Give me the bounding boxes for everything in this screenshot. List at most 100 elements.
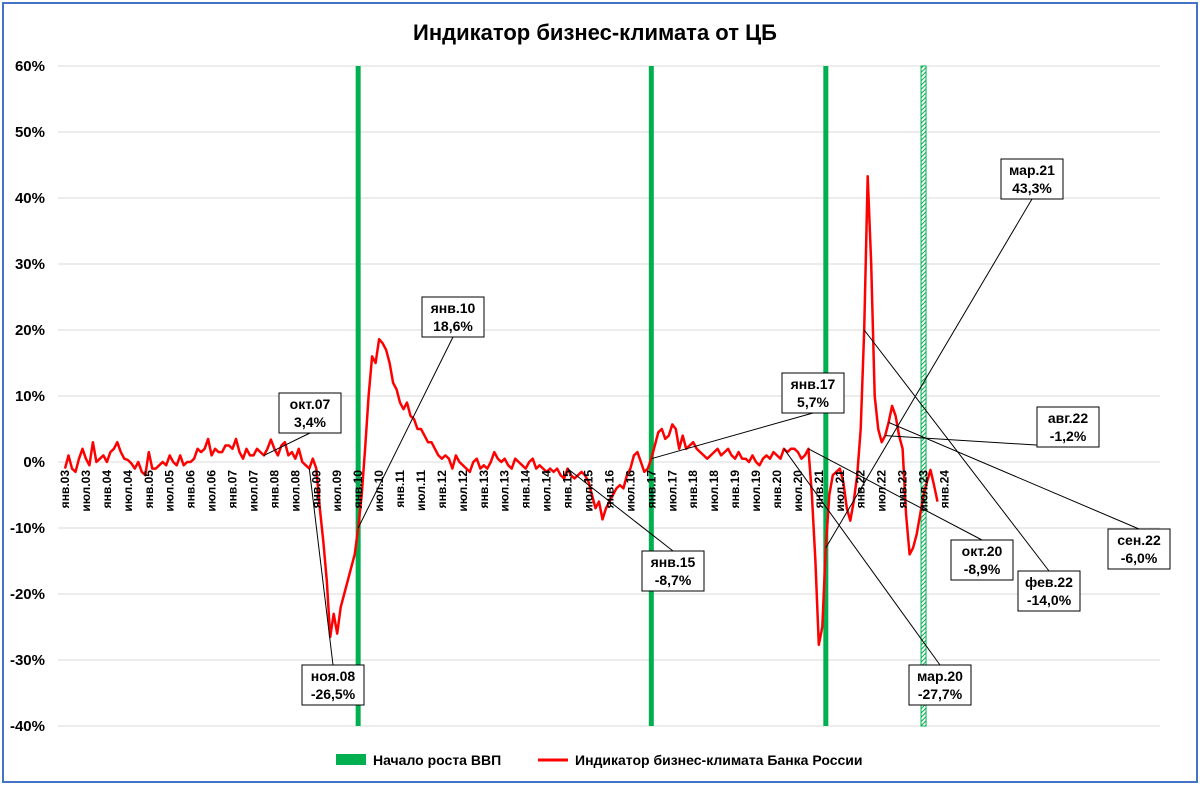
legend-label: Индикатор бизнес-климата Банка России: [575, 752, 863, 768]
callout-box: [1036, 406, 1100, 448]
callout-value: -6,0%: [1121, 550, 1158, 566]
x-tick-label: янв.14: [519, 470, 533, 509]
callout: янв.17 5,7%: [651, 372, 845, 460]
callout-date: сен.22: [1117, 532, 1161, 548]
callout: мар.20 -27,7%: [783, 448, 972, 706]
callout-leader: [567, 468, 674, 552]
x-tick-label: июл.06: [205, 470, 219, 512]
x-tick-label: июл.20: [791, 470, 805, 512]
gdp-growth-marker: [648, 66, 654, 726]
x-tick-label: июл.04: [121, 470, 135, 512]
x-tick-label: янв.17: [644, 470, 658, 509]
y-tick-label: -40%: [10, 718, 45, 735]
callout-date: авг.22: [1048, 410, 1088, 426]
callout-box: [641, 550, 705, 592]
callout-value: 43,3%: [1012, 180, 1052, 196]
callout-leader: [825, 198, 1033, 549]
x-tick-label: июл.17: [665, 470, 679, 512]
x-tick-label: июл.12: [456, 470, 470, 512]
x-tick-label: июл.19: [749, 470, 763, 512]
callout-date: окт.07: [290, 396, 331, 412]
x-tick-label: янв.04: [100, 470, 114, 509]
callout: фев.22 -14,0%: [863, 329, 1081, 612]
legend-swatch: [336, 754, 366, 765]
series-line: [63, 174, 939, 647]
callout-value: 3,4%: [294, 414, 326, 430]
x-tick-label: июл.11: [414, 470, 428, 511]
legend-item-gdp: Начало роста ВВП: [336, 752, 501, 768]
x-tick-label: июл.22: [875, 470, 889, 512]
x-tick-label: янв.13: [477, 470, 491, 509]
callout-leader: [263, 432, 311, 456]
callout-value: 18,6%: [433, 318, 473, 334]
gdp-growth-marker: [920, 65, 927, 727]
legend-item-indicator: Индикатор бизнес-климата Банка России: [538, 752, 863, 768]
callout-value: -1,2%: [1050, 428, 1087, 444]
legend: Начало роста ВВП Индикатор бизнес-климата…: [336, 752, 863, 768]
x-axis-tick-labels: янв.03 июл.03 янв.04 июл.04 янв.05 июл.05 янв.…: [58, 470, 951, 512]
x-tick-label: июл.07: [246, 470, 260, 512]
callout-date: окт.20: [962, 543, 1003, 559]
callout-box: [301, 664, 365, 706]
y-tick-label: 30%: [15, 256, 45, 273]
callout-box: [908, 664, 972, 706]
callout-leader: [308, 468, 334, 666]
y-tick-label: 50%: [15, 124, 45, 141]
gdp-growth-marker: [355, 66, 361, 726]
callout: янв.15 -8,7%: [567, 468, 705, 592]
x-tick-label: июл.08: [288, 470, 302, 512]
callout-box: [781, 372, 845, 414]
x-tick-label: янв.21: [812, 470, 826, 509]
series-lines: [63, 174, 939, 647]
callout-box: [1107, 528, 1171, 570]
x-tick-label: июл.14: [540, 470, 554, 512]
y-tick-label: 20%: [15, 322, 45, 339]
callout-box: [1000, 158, 1064, 200]
callout-value: -8,9%: [964, 561, 1001, 577]
callout-value: -14,0%: [1027, 592, 1072, 608]
x-tick-label: янв.06: [184, 470, 198, 509]
callout-value: 5,7%: [797, 394, 829, 410]
callout-date: ноя.08: [311, 668, 356, 684]
x-tick-label: янв.18: [686, 470, 700, 509]
callout-date: фев.22: [1025, 574, 1073, 590]
legend-label: Начало роста ВВП: [373, 752, 501, 768]
callout-box: [421, 296, 485, 338]
callout-date: янв.15: [651, 554, 696, 570]
callout-leader: [808, 448, 983, 541]
callout: ноя.08 -26,5%: [301, 468, 365, 706]
callout-box: [950, 539, 1014, 581]
x-tick-label: июл.03: [79, 470, 93, 512]
callout: сен.22 -6,0%: [888, 421, 1171, 570]
callout-box: [278, 392, 342, 434]
y-axis-tick-labels: 60% 50% 40% 30% 20% 10% 0% -10% -20% -30% -40%: [10, 58, 45, 735]
x-tick-label: янв.20: [770, 470, 784, 509]
callout-leader: [888, 421, 1140, 530]
callout-value: -26,5%: [311, 686, 356, 702]
callout-date: мар.20: [917, 668, 963, 684]
x-tick-label: янв.23: [896, 470, 910, 509]
callout: мар.21 43,3%: [825, 158, 1064, 549]
x-tick-label: янв.16: [602, 470, 616, 509]
y-tick-label: 60%: [15, 58, 45, 75]
x-tick-label: янв.24: [937, 470, 951, 509]
y-tick-label: -10%: [10, 520, 45, 537]
y-tick-label: 10%: [15, 388, 45, 405]
x-tick-label: июл.23: [917, 470, 931, 512]
callout-leader: [357, 336, 454, 529]
callout: окт.20 -8,9%: [808, 448, 1014, 581]
callout-date: янв.17: [791, 376, 836, 392]
callout-leader: [863, 329, 1050, 572]
callout-value: -27,7%: [918, 686, 963, 702]
callout-leader: [783, 448, 941, 666]
x-tick-label: янв.10: [351, 470, 365, 509]
x-tick-label: июл.18: [707, 470, 721, 512]
callout-leader: [651, 412, 814, 460]
y-tick-label: 0%: [23, 454, 45, 471]
y-tick-label: -20%: [10, 586, 45, 603]
x-tick-label: июл.15: [582, 470, 596, 512]
callout-box: [1017, 570, 1081, 612]
gridlines: [58, 65, 1160, 727]
x-tick-label: янв.12: [435, 470, 449, 509]
callout-date: янв.10: [431, 300, 476, 316]
